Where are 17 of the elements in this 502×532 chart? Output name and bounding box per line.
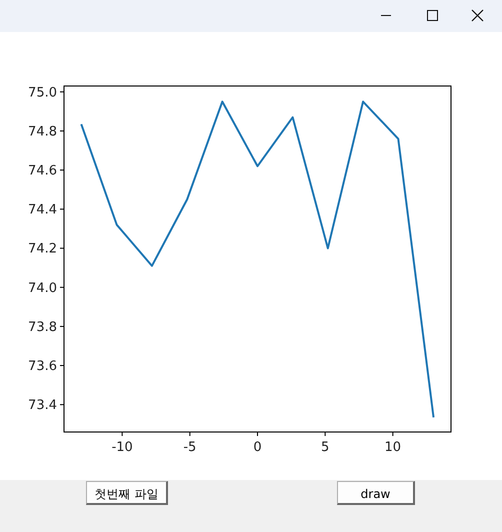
y-tick-label: 73.8 [28,320,57,335]
x-tick-label: 0 [253,440,262,455]
y-tick-label: 74.2 [28,242,57,257]
y-tick-label: 74.0 [28,280,57,296]
x-tick-label: -10 [112,440,133,455]
y-tick-label: 73.4 [28,398,57,414]
y-tick-label: 74.8 [28,124,57,140]
x-tick-label: 5 [321,440,330,455]
y-tick-label: 73.6 [28,359,57,374]
y-tick-label: 75.0 [28,85,57,100]
line-series [80,100,434,418]
y-tick-label: 74.4 [28,202,57,218]
text: 첫번째 파일 [86,481,168,505]
y-tick-label: 74.6 [28,164,57,179]
x-tick-label: -5 [183,440,196,455]
x-tick-label: 10 [384,440,402,455]
text: draw [337,481,415,505]
